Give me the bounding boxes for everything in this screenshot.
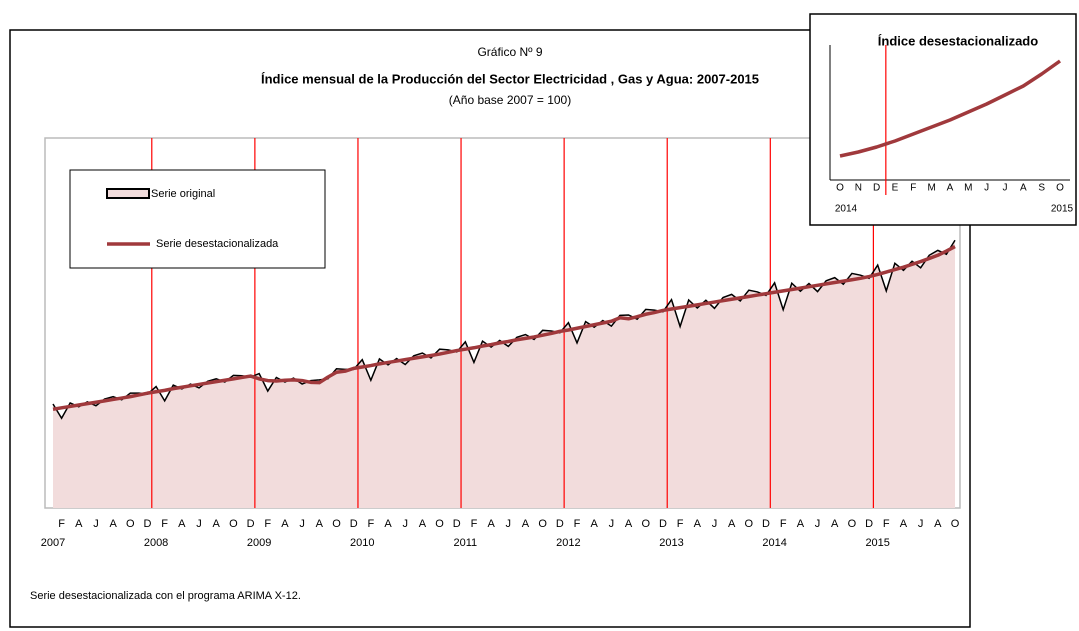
x-tick-label: A	[419, 518, 427, 530]
x-tick-label: O	[1056, 183, 1064, 194]
x-tick-label: A	[591, 518, 599, 530]
x-tick-label: O	[641, 518, 650, 530]
x-tick-label: N	[855, 183, 862, 194]
x-tick-label: O	[229, 518, 238, 530]
x-tick-label: D	[659, 518, 667, 530]
x-tick-label: J	[712, 518, 718, 530]
x-tick-label: A	[797, 518, 805, 530]
x-tick-label: J	[984, 183, 989, 194]
x-tick-label: F	[161, 518, 168, 530]
x-tick-label: F	[264, 518, 271, 530]
x-tick-label: J	[299, 518, 305, 530]
x-tick-label: D	[865, 518, 873, 530]
x-tick-label: O	[848, 518, 857, 530]
x-tick-label: F	[471, 518, 478, 530]
x-tick-label: O	[126, 518, 135, 530]
x-tick-label: J	[402, 518, 408, 530]
x-tick-label: F	[910, 183, 916, 194]
year-label: 2009	[247, 537, 271, 549]
x-tick-label: O	[332, 518, 341, 530]
x-tick-label: J	[196, 518, 202, 530]
x-tick-label: M	[927, 183, 935, 194]
x-tick-label: A	[728, 518, 736, 530]
x-tick-label: A	[178, 518, 186, 530]
x-tick-label: J	[609, 518, 615, 530]
series-line	[52, 245, 956, 411]
x-tick-label: A	[934, 518, 942, 530]
x-tick-label: F	[780, 518, 787, 530]
inset-frame	[809, 13, 1077, 226]
x-tick-label: S	[1038, 183, 1045, 194]
legend-label: Serie original	[151, 188, 215, 200]
x-tick-label: A	[947, 183, 954, 194]
x-tick-label: A	[831, 518, 839, 530]
area	[53, 240, 955, 508]
year-label: 2014	[835, 204, 858, 215]
chart-subtitle: (Año base 2007 = 100)	[449, 93, 571, 107]
year-label: 2012	[556, 537, 580, 549]
year-label: 2013	[659, 537, 683, 549]
x-tick-label: D	[556, 518, 564, 530]
x-tick-label: D	[873, 183, 880, 194]
year-label: 2007	[41, 537, 65, 549]
x-tick-label: O	[745, 518, 754, 530]
series-line	[839, 59, 1062, 158]
year-label: 2008	[144, 537, 168, 549]
x-tick-label: A	[384, 518, 392, 530]
x-tick-label: A	[75, 518, 83, 530]
x-tick-label: O	[951, 518, 960, 530]
x-tick-label: J	[93, 518, 99, 530]
year-label: 2011	[454, 537, 478, 549]
x-tick-label: J	[918, 518, 924, 530]
x-tick-label: D	[350, 518, 358, 530]
x-tick-label: D	[247, 518, 255, 530]
x-tick-label: D	[453, 518, 461, 530]
x-tick-label: A	[487, 518, 495, 530]
x-tick-label: A	[625, 518, 633, 530]
x-tick-label: E	[892, 183, 899, 194]
x-tick-label: F	[883, 518, 890, 530]
x-tick-label: D	[144, 518, 152, 530]
year-label: 2014	[762, 537, 786, 549]
x-tick-label: A	[281, 518, 289, 530]
x-tick-label: A	[213, 518, 221, 530]
inset-title: Índice desestacionalizado	[878, 33, 1038, 48]
year-label: 2015	[865, 537, 889, 549]
year-label: 2010	[350, 537, 374, 549]
x-tick-label: A	[316, 518, 324, 530]
x-tick-label: A	[522, 518, 530, 530]
year-label: 2015	[1051, 204, 1074, 215]
x-tick-label: A	[694, 518, 702, 530]
legend	[69, 169, 326, 269]
legend-swatch	[106, 188, 150, 199]
x-tick-label: M	[964, 183, 972, 194]
chart-title: Índice mensual de la Producción del Sect…	[261, 71, 759, 86]
footnote: Serie desestacionalizada con el programa…	[30, 590, 301, 602]
x-tick-label: O	[538, 518, 547, 530]
x-tick-label: O	[836, 183, 844, 194]
x-tick-label: F	[367, 518, 374, 530]
chart-label: Gráfico Nº 9	[477, 45, 542, 59]
x-tick-label: J	[815, 518, 821, 530]
x-tick-label: D	[762, 518, 770, 530]
x-tick-label: A	[900, 518, 908, 530]
x-tick-label: O	[435, 518, 444, 530]
legend-label: Serie desestacionalizada	[156, 238, 279, 250]
x-tick-label: F	[58, 518, 65, 530]
x-tick-label: F	[677, 518, 684, 530]
x-tick-label: F	[574, 518, 581, 530]
x-tick-label: A	[109, 518, 117, 530]
x-tick-label: J	[1003, 183, 1008, 194]
x-tick-label: J	[506, 518, 512, 530]
x-tick-label: A	[1020, 183, 1027, 194]
